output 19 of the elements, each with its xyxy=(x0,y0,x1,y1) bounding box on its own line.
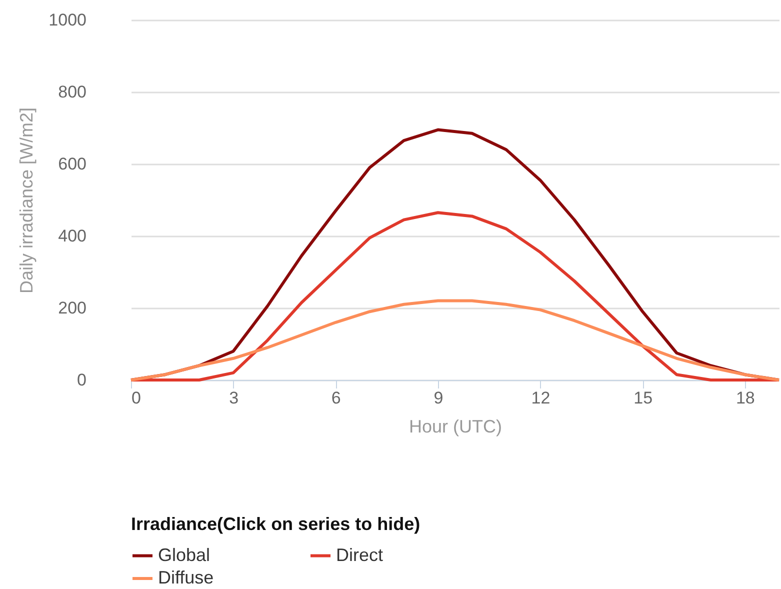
y-tick-label: 1000 xyxy=(48,10,86,30)
y-tick-label: 600 xyxy=(58,154,86,174)
x-tick-label: 9 xyxy=(434,388,444,408)
x-tick-label: 6 xyxy=(331,388,341,408)
legend-label: Direct xyxy=(336,544,384,565)
legend-label: Global xyxy=(158,544,210,565)
y-tick-label: 0 xyxy=(77,370,86,390)
x-tick-label: 15 xyxy=(634,388,653,408)
y-tick-label: 400 xyxy=(58,226,86,246)
x-axis-title: Hour (UTC) xyxy=(409,416,502,436)
y-tick-label: 200 xyxy=(58,298,86,318)
y-axis-title: Daily irradiance [W/m2] xyxy=(16,107,37,294)
x-tick-label: 18 xyxy=(736,388,755,408)
y-tick-label: 800 xyxy=(58,82,86,102)
legend-title: Irradiance(Click on series to hide) xyxy=(131,514,420,534)
x-tick-label: 12 xyxy=(531,388,550,408)
x-tick-label: 0 xyxy=(132,388,141,408)
legend-label: Diffuse xyxy=(158,568,214,588)
x-tick-label: 3 xyxy=(229,388,239,408)
